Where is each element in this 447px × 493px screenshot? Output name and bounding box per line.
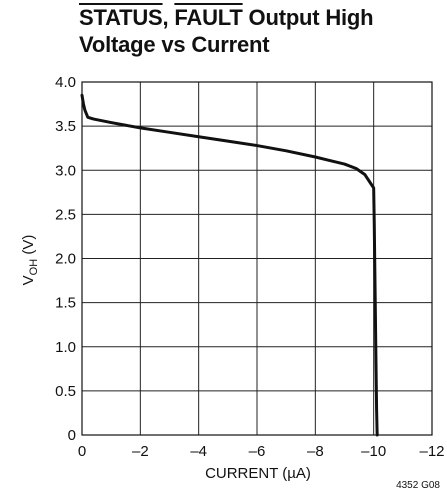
y-tick-label: 4.0: [55, 74, 76, 91]
x-tick-label: –10: [361, 443, 386, 460]
y-tick-label: 3.5: [55, 118, 76, 135]
x-tick-label: 0: [78, 443, 86, 460]
chart-title-line-1: STATUS, FAULT Output High: [79, 4, 439, 31]
x-tick-labels: 0 –2 –4 –6 –8 –10 –12: [78, 443, 445, 460]
y-tick-label: 0.5: [55, 383, 76, 400]
y-tick-label: 2.5: [55, 206, 76, 223]
x-axis-label: CURRENT (µA): [205, 465, 311, 482]
y-tick-labels: 0 0.5 1.0 1.5 2.0 2.5 3.0 3.5 4.0: [55, 74, 76, 444]
grid: [81, 81, 433, 436]
y-axis-label-unit: (V): [20, 235, 37, 259]
series-layer: [80, 93, 379, 437]
chart-title: STATUS, FAULT Output High Voltage vs Cur…: [79, 4, 439, 58]
chart-title-line-2: Voltage vs Current: [79, 32, 270, 57]
x-tick-label: –6: [249, 443, 266, 460]
y-axis-label-main: V: [20, 275, 37, 285]
voh-vs-current-line: [80, 93, 379, 437]
x-tick-label: –2: [132, 443, 149, 460]
y-tick-label: 3.0: [55, 162, 76, 179]
figure-code: 4352 G08: [396, 480, 440, 491]
x-tick-label: –4: [190, 443, 207, 460]
y-tick-label: 0: [68, 427, 76, 444]
y-axis-label: VOH (V): [20, 235, 40, 286]
plot-frame: [81, 81, 433, 436]
y-axis-label-subscript: OH: [28, 259, 40, 276]
y-tick-label: 2.0: [55, 251, 76, 268]
title-suffix: Output High: [242, 5, 374, 30]
status-signal-name: STATUS: [79, 5, 163, 30]
fault-signal-name: FAULT: [174, 5, 243, 30]
x-tick-label: –12: [419, 443, 444, 460]
y-tick-label: 1.0: [55, 339, 76, 356]
y-tick-label: 1.5: [55, 295, 76, 312]
title-separator: ,: [162, 5, 175, 30]
x-tick-label: –8: [307, 443, 324, 460]
